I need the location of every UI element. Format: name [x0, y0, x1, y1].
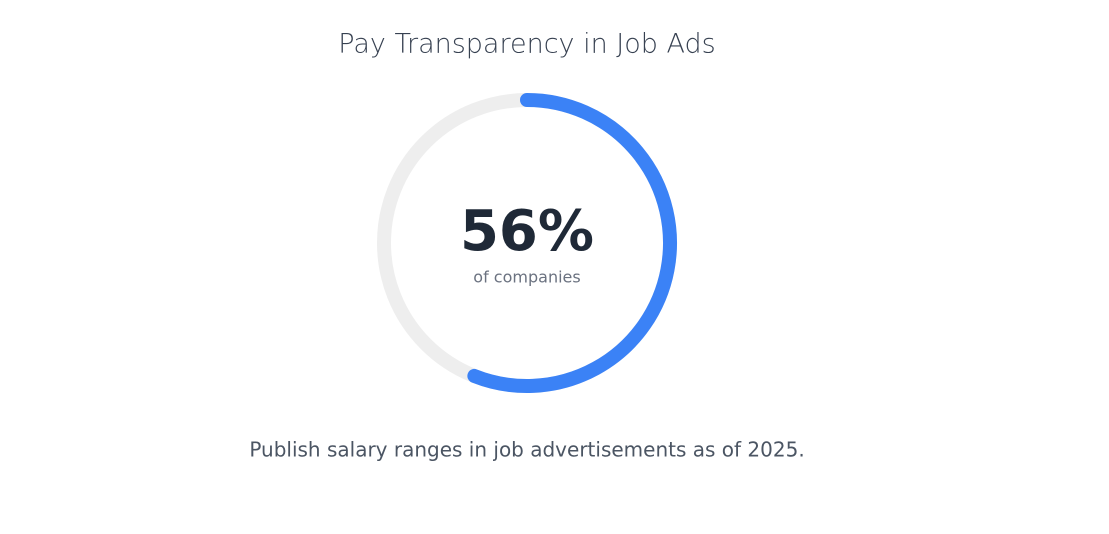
subtitle: of companies [473, 268, 580, 287]
caption: Publish salary ranges in job advertiseme… [249, 438, 804, 462]
chart-title: Pay Transparency in Job Ads [338, 29, 715, 60]
ring [377, 93, 677, 393]
value-label: 56% [460, 199, 594, 264]
ring-arc [467, 93, 677, 393]
